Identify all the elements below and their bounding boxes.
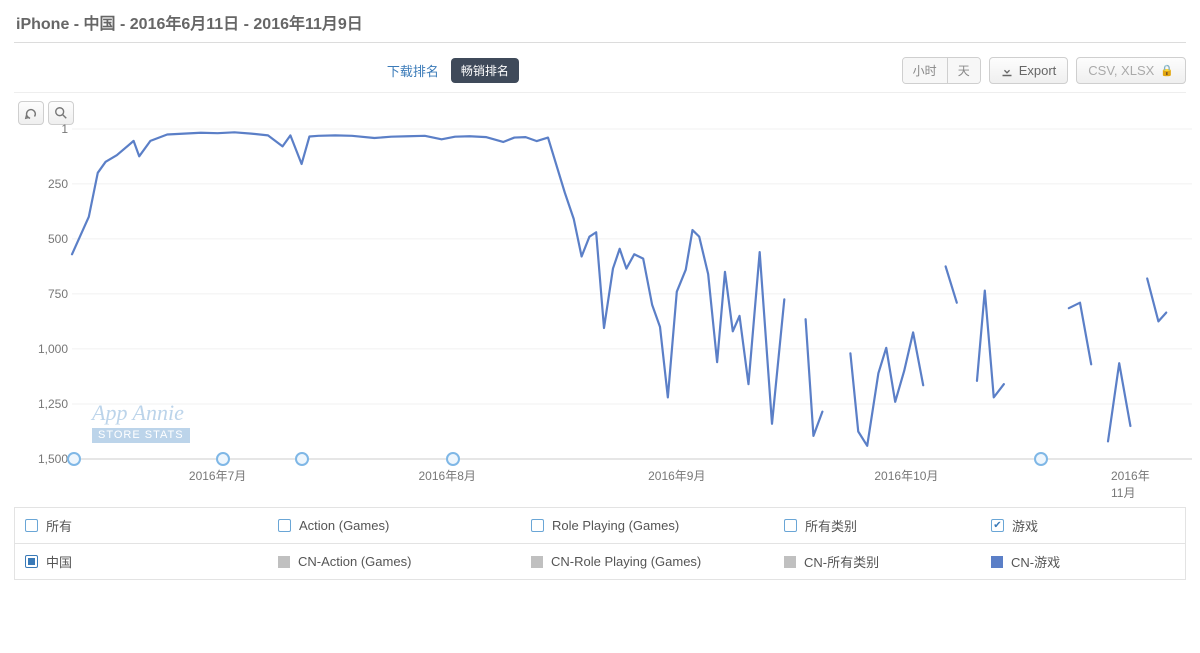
legend-label: 所有	[46, 516, 72, 535]
y-axis-label: 1,500	[24, 452, 68, 466]
timeline-marker[interactable]	[295, 452, 309, 466]
checkbox-icon	[991, 519, 1004, 532]
checkbox-icon	[531, 519, 544, 532]
legend-label: 所有类别	[805, 516, 857, 535]
legend-label: CN-Action (Games)	[298, 554, 411, 569]
y-axis-label: 1	[24, 122, 68, 136]
undo-icon	[24, 106, 38, 120]
x-axis-label: 2016年9月	[648, 467, 705, 484]
checkbox-icon	[278, 519, 291, 532]
export-formats-button[interactable]: CSV, XLSX 🔒	[1076, 57, 1186, 84]
download-icon	[1001, 65, 1013, 77]
timeline-marker[interactable]	[1034, 452, 1048, 466]
legend-label: Action (Games)	[299, 518, 389, 533]
color-swatch	[784, 556, 796, 568]
legend-label: CN-所有类别	[804, 552, 879, 571]
export-button[interactable]: Export	[989, 57, 1069, 84]
color-swatch	[531, 556, 543, 568]
time-granularity: 小时 天	[902, 57, 981, 84]
legend-item[interactable]: 所有类别	[784, 516, 991, 535]
legend-label: Role Playing (Games)	[552, 518, 679, 533]
tab-download-rank[interactable]: 下载排名	[387, 61, 439, 80]
legend-item[interactable]: CN-Action (Games)	[278, 554, 531, 569]
legend-label: CN-游戏	[1011, 552, 1060, 571]
toolbar: 下载排名 畅销排名 小时 天 Export CSV, XLSX 🔒	[14, 57, 1186, 84]
legend-label: 中国	[46, 552, 72, 571]
export-formats-label: CSV, XLSX	[1088, 63, 1154, 78]
y-axis-label: 1,250	[24, 397, 68, 411]
legend-label: 游戏	[1012, 516, 1038, 535]
y-axis-label: 250	[24, 177, 68, 191]
y-axis-label: 500	[24, 232, 68, 246]
legend-item[interactable]: Action (Games)	[278, 518, 531, 533]
checkbox-icon	[784, 519, 797, 532]
legend-label: CN-Role Playing (Games)	[551, 554, 701, 569]
chart-area: App Annie STORE STATS 12505007501,0001,2…	[14, 92, 1186, 499]
x-axis-label: 2016年10月	[874, 467, 938, 484]
timeline-marker[interactable]	[216, 452, 230, 466]
color-swatch	[278, 556, 290, 568]
time-hour-button[interactable]: 小时	[903, 58, 947, 83]
y-axis-label: 750	[24, 287, 68, 301]
legend-item[interactable]: CN-Role Playing (Games)	[531, 554, 784, 569]
search-icon	[54, 106, 68, 120]
checkbox-icon	[25, 519, 38, 532]
rank-chart	[14, 99, 1194, 499]
y-axis-label: 1,000	[24, 342, 68, 356]
timeline-marker[interactable]	[67, 452, 81, 466]
x-axis-label: 2016年7月	[189, 467, 246, 484]
page-title: iPhone - 中国 - 2016年6月11日 - 2016年11月9日	[14, 6, 1186, 43]
x-axis-label: 2016年11月	[1111, 467, 1161, 501]
legend-item[interactable]: CN-所有类别	[784, 552, 991, 571]
lock-icon: 🔒	[1160, 64, 1174, 77]
timeline-marker[interactable]	[446, 452, 460, 466]
checkbox-icon	[25, 555, 38, 568]
legend-item[interactable]: Role Playing (Games)	[531, 518, 784, 533]
legend-item[interactable]: 游戏	[991, 516, 1175, 535]
tab-grossing-rank[interactable]: 畅销排名	[451, 58, 519, 83]
legend: 所有 Action (Games) Role Playing (Games) 所有类别…	[14, 507, 1186, 580]
legend-item[interactable]: 中国	[25, 552, 278, 571]
x-axis-label: 2016年8月	[419, 467, 476, 484]
export-label: Export	[1019, 63, 1057, 78]
legend-item[interactable]: 所有	[25, 516, 278, 535]
time-day-button[interactable]: 天	[947, 58, 980, 83]
color-swatch	[991, 556, 1003, 568]
legend-item[interactable]: CN-游戏	[991, 552, 1175, 571]
